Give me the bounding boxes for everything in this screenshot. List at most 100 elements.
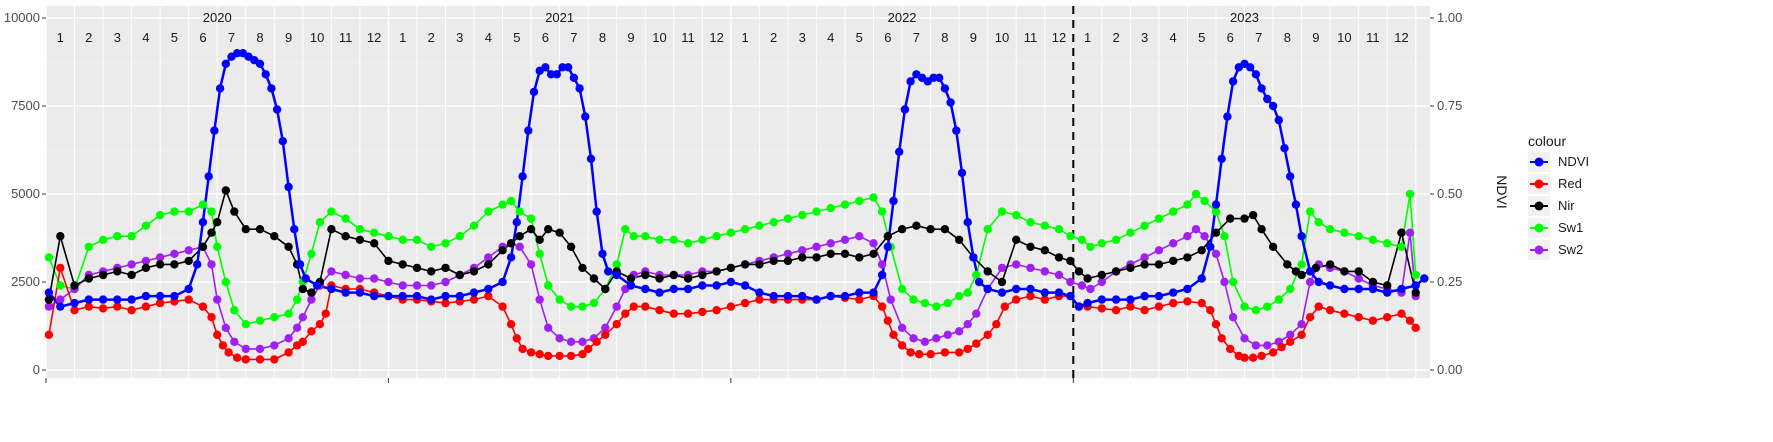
point-sw2 bbox=[812, 242, 821, 251]
month-label: 2 bbox=[428, 30, 435, 45]
month-label: 8 bbox=[1284, 30, 1291, 45]
point-red bbox=[698, 307, 707, 317]
point-sw2 bbox=[127, 260, 136, 269]
month-label: 8 bbox=[599, 30, 606, 45]
point-red bbox=[972, 339, 981, 348]
point-sw1 bbox=[1066, 232, 1075, 241]
point-ndvi bbox=[155, 291, 165, 301]
legend-label-nir: Nir bbox=[1558, 198, 1575, 213]
point-ndvi bbox=[398, 291, 407, 301]
series-points bbox=[44, 49, 1429, 364]
point-sw2 bbox=[1066, 277, 1075, 287]
point-red bbox=[98, 304, 108, 313]
point-sw2 bbox=[441, 277, 450, 287]
point-sw1 bbox=[207, 207, 216, 216]
point-ndvi bbox=[384, 291, 393, 301]
point-ndvi bbox=[70, 298, 79, 308]
point-ndvi bbox=[564, 63, 573, 72]
point-ndvi bbox=[1251, 70, 1261, 79]
point-red bbox=[740, 298, 750, 308]
point-red bbox=[141, 302, 151, 311]
point-sw1 bbox=[327, 207, 336, 216]
point-sw1 bbox=[1191, 189, 1201, 199]
point-sw2 bbox=[398, 281, 407, 290]
point-ndvi bbox=[655, 288, 664, 297]
point-red bbox=[1354, 313, 1363, 322]
point-nir bbox=[113, 267, 122, 276]
month-label: 3 bbox=[799, 30, 806, 45]
point-ndvi bbox=[1268, 101, 1278, 111]
point-sw2 bbox=[1086, 284, 1095, 294]
point-sw1 bbox=[170, 207, 179, 216]
point-ndvi bbox=[1054, 288, 1064, 297]
point-sw1 bbox=[1097, 239, 1107, 248]
point-red bbox=[755, 295, 764, 304]
point-ndvi bbox=[261, 70, 270, 79]
left-tick-label: 0 bbox=[33, 362, 40, 377]
point-nir bbox=[535, 235, 544, 244]
month-label: 2 bbox=[1112, 30, 1119, 45]
point-ndvi bbox=[963, 218, 972, 227]
point-sw1 bbox=[184, 207, 193, 216]
point-red bbox=[241, 355, 250, 364]
point-ndvi bbox=[301, 274, 310, 283]
point-sw2 bbox=[284, 334, 293, 343]
point-nir bbox=[1140, 260, 1149, 269]
point-red bbox=[855, 295, 864, 304]
right-y-axis: 0.00 0.25 0.50 0.75 1.00 bbox=[1430, 10, 1462, 377]
month-label: 8 bbox=[256, 30, 263, 45]
point-sw1 bbox=[1383, 239, 1392, 248]
point-sw2 bbox=[341, 270, 350, 280]
point-ndvi bbox=[997, 288, 1007, 297]
point-ndvi bbox=[1211, 200, 1221, 209]
point-nir bbox=[141, 263, 151, 273]
point-sw1 bbox=[56, 281, 65, 290]
month-label: 4 bbox=[485, 30, 492, 45]
point-sw1 bbox=[198, 200, 208, 209]
point-ndvi bbox=[826, 291, 835, 301]
point-sw1 bbox=[506, 196, 516, 206]
left-tick-label: 10000 bbox=[4, 10, 40, 25]
point-ndvi bbox=[221, 59, 230, 68]
point-ndvi bbox=[883, 242, 892, 251]
point-ndvi bbox=[1411, 281, 1420, 290]
point-sw1 bbox=[526, 214, 536, 223]
point-sw1 bbox=[566, 302, 576, 311]
point-ndvi bbox=[455, 291, 464, 301]
point-red bbox=[584, 344, 593, 354]
point-red bbox=[1040, 295, 1050, 304]
year-label: 2023 bbox=[1230, 10, 1259, 25]
left-tick-label: 2500 bbox=[11, 274, 40, 289]
point-red bbox=[940, 348, 950, 357]
point-nir bbox=[1283, 260, 1292, 269]
point-sw1 bbox=[355, 225, 365, 234]
point-nir bbox=[798, 253, 807, 262]
point-sw2 bbox=[932, 334, 941, 343]
point-ndvi bbox=[598, 249, 607, 258]
point-red bbox=[1226, 344, 1235, 354]
point-sw1 bbox=[726, 228, 736, 237]
point-sw2 bbox=[1040, 267, 1050, 276]
point-nir bbox=[769, 256, 778, 266]
point-sw2 bbox=[1305, 277, 1315, 287]
point-nir bbox=[1197, 246, 1206, 255]
point-ndvi bbox=[957, 168, 967, 178]
point-sw2 bbox=[298, 313, 307, 322]
point-sw1 bbox=[712, 232, 721, 241]
point-sw1 bbox=[370, 228, 379, 237]
point-red bbox=[1405, 316, 1415, 325]
point-sw2 bbox=[184, 246, 193, 255]
point-sw1 bbox=[213, 242, 222, 251]
year-label: 2020 bbox=[203, 10, 232, 25]
point-nir bbox=[940, 225, 950, 234]
point-red bbox=[726, 302, 736, 311]
point-sw2 bbox=[555, 334, 564, 343]
point-red bbox=[621, 309, 630, 318]
point-ndvi bbox=[969, 253, 978, 262]
point-sw1 bbox=[469, 221, 479, 230]
point-sw1 bbox=[909, 295, 918, 304]
point-sw1 bbox=[1077, 235, 1087, 244]
point-sw2 bbox=[230, 337, 239, 346]
point-ndvi bbox=[1280, 144, 1289, 153]
point-nir bbox=[427, 267, 436, 276]
